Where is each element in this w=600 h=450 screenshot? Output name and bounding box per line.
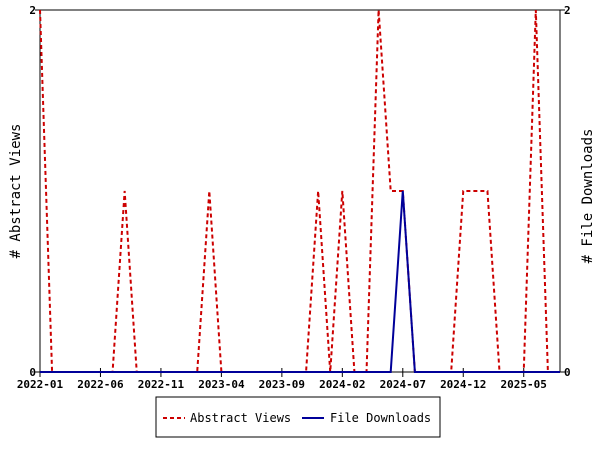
x-tick-label: 2022-11 [138,378,185,391]
series-line-file-downloads [40,190,560,373]
legend-label-abstract-views: Abstract Views [190,411,291,425]
legend-box [155,396,441,438]
y-axis-ticks: 0 2 0 2 [29,4,570,379]
x-tick-label: 2022-01 [17,378,64,391]
y-left-tick-label: 2 [29,4,36,17]
x-tick-label: 2023-09 [259,378,305,391]
x-tick-label: 2024-12 [440,378,486,391]
x-tick-label: 2024-07 [380,378,426,391]
legend-label-file-downloads: File Downloads [330,411,431,425]
y-axis-left-title: # Abstract Views [8,124,24,259]
x-tick-label: 2025-05 [501,378,547,391]
y-left-tick-label: 0 [29,366,36,379]
x-tick-label: 2022-06 [77,378,124,391]
y-right-tick-label: 0 [564,366,571,379]
y-axis-right-title: # File Downloads [580,129,596,264]
x-tick-label: 2024-02 [319,378,365,391]
y-right-tick-label: 2 [564,4,571,17]
series-layer [39,9,560,373]
series-line-abstract-views [39,9,560,373]
x-axis-ticks: 2022-01 2022-06 2022-11 2023-04 2023-09 2024-… [17,368,547,391]
x-tick-label: 2023-04 [198,378,245,391]
legend: Abstract Views File Downloads [155,396,441,438]
